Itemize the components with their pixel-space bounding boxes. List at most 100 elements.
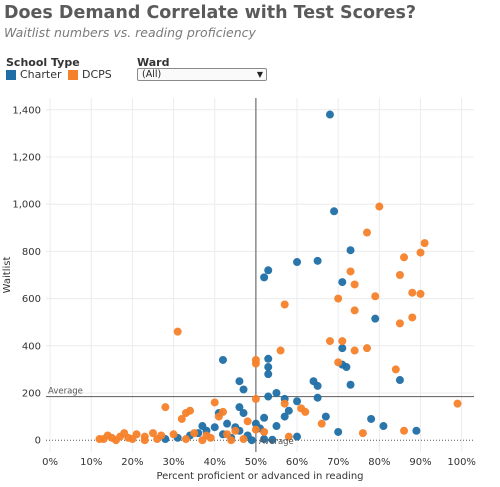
data-point-charter (264, 354, 273, 363)
x-tick-label: 20% (121, 457, 143, 468)
data-point-charter (223, 419, 232, 428)
data-point-dcps (400, 253, 409, 262)
data-point-charter (264, 370, 273, 379)
data-point-dcps (317, 419, 326, 428)
legend-label-dcps: DCPS (82, 68, 112, 81)
data-point-charter (272, 389, 281, 397)
legend-item-charter[interactable]: Charter (6, 68, 62, 81)
legend-title: School Type (6, 56, 80, 69)
x-tick-label: 90% (409, 457, 431, 468)
data-point-dcps (334, 294, 343, 303)
data-point-dcps (181, 435, 190, 444)
data-point-charter (264, 363, 273, 372)
data-point-dcps (395, 271, 404, 279)
data-point-charter (338, 278, 347, 287)
data-point-dcps (453, 399, 462, 408)
data-point-dcps (416, 289, 425, 298)
data-point-dcps (350, 280, 359, 289)
data-point-charter (313, 256, 322, 265)
data-point-charter (293, 397, 302, 406)
data-point-charter (280, 412, 289, 421)
data-point-charter (260, 435, 269, 444)
data-point-dcps (358, 429, 367, 438)
data-point-dcps (350, 306, 359, 315)
data-point-dcps (325, 337, 334, 346)
chevron-down-icon[interactable]: ▼ (256, 70, 263, 79)
data-point-charter (342, 363, 351, 372)
data-point-dcps (280, 399, 289, 408)
data-point-charter (293, 258, 302, 267)
data-point-dcps (120, 429, 129, 438)
data-point-dcps (186, 406, 195, 415)
data-point-charter (272, 422, 281, 431)
data-point-dcps (111, 436, 120, 445)
x-tick-label: 40% (204, 457, 226, 468)
data-point-charter (395, 376, 404, 385)
data-point-dcps (239, 435, 248, 444)
data-point-dcps (371, 292, 380, 301)
x-tick-label: 50% (245, 457, 267, 468)
data-point-dcps (173, 327, 182, 336)
y-tick-label: 1,400 (12, 105, 41, 116)
data-point-charter (412, 426, 421, 435)
ward-filter-dropdown[interactable]: (All) ▼ (137, 68, 267, 81)
x-reference-label: Average (259, 437, 294, 447)
data-point-dcps (400, 426, 409, 435)
data-point-dcps (395, 319, 404, 328)
legend-label-charter: Charter (20, 68, 62, 81)
data-point-charter (235, 377, 244, 386)
data-point-dcps (260, 427, 269, 436)
data-point-dcps (128, 435, 137, 444)
legend-swatch-dcps (68, 69, 78, 80)
data-point-charter (239, 385, 248, 394)
data-point-dcps (227, 436, 236, 445)
data-point-dcps (363, 228, 371, 237)
x-tick-label: 100% (447, 457, 476, 468)
data-point-charter (235, 403, 244, 412)
data-point-dcps (280, 300, 289, 309)
data-point-dcps (198, 436, 207, 445)
y-tick-label: 0 (35, 436, 41, 447)
data-point-dcps (391, 365, 400, 374)
grid-lines (46, 98, 474, 452)
legend-item-dcps[interactable]: DCPS (68, 68, 112, 81)
data-point-dcps (177, 414, 186, 423)
y-axis-ticks: 0 200 400 600 800 1,000 1,200 1,400 (12, 105, 41, 446)
data-point-dcps (149, 429, 157, 438)
data-point-dcps (99, 435, 108, 444)
data-point-dcps (363, 344, 371, 353)
data-point-charter (284, 406, 293, 415)
data-point-dcps (408, 288, 417, 297)
data-point-dcps (153, 435, 162, 444)
page-title: Does Demand Correlate with Test Scores? (4, 3, 417, 23)
data-point-charter (334, 427, 343, 436)
data-point-charter (371, 314, 380, 323)
data-point-charter (379, 422, 388, 431)
data-point-dcps (416, 248, 425, 257)
data-point-dcps (210, 398, 219, 407)
y-tick-label: 800 (22, 247, 41, 258)
data-point-dcps (334, 358, 343, 367)
data-point-dcps (284, 432, 293, 441)
y-tick-label: 400 (22, 341, 41, 352)
data-point-dcps (375, 202, 384, 211)
data-point-dcps (231, 426, 240, 435)
data-point-dcps (169, 430, 178, 439)
y-axis-label: Waitlist (2, 257, 13, 294)
data-point-dcps (276, 346, 285, 355)
data-point-dcps (223, 430, 232, 439)
data-point-dcps (346, 267, 355, 276)
data-point-dcps (251, 425, 260, 434)
x-axis-ticks: 0% 10% 20% 30% 40% 50% 60% 70% 80% 90% 100% (42, 457, 476, 468)
data-point-charter (313, 381, 322, 390)
data-point-dcps (190, 429, 199, 438)
x-tick-label: 0% (42, 457, 58, 468)
data-point-charter (247, 436, 256, 445)
data-point-dcps (140, 436, 149, 445)
data-point-charter (210, 423, 219, 432)
x-tick-label: 80% (368, 457, 390, 468)
data-point-charter (325, 110, 334, 119)
data-point-dcps (206, 433, 215, 442)
data-point-charter (346, 380, 355, 389)
